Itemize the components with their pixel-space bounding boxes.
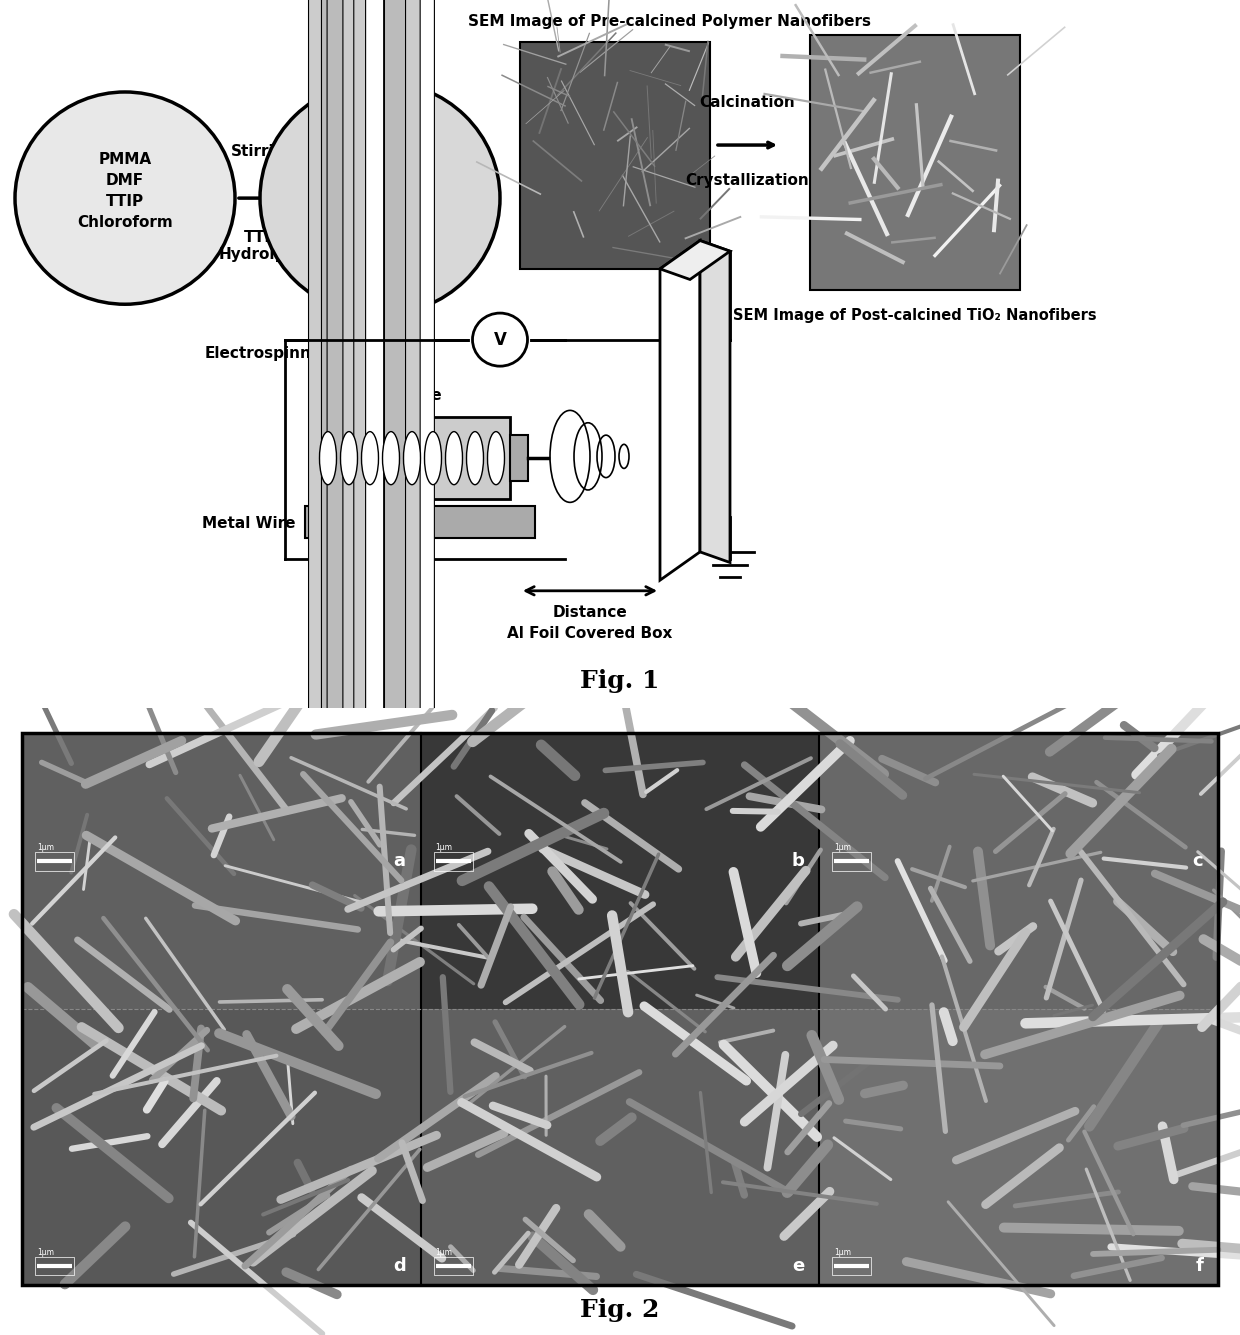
Text: a: a [393,852,405,870]
FancyBboxPatch shape [305,506,534,538]
Ellipse shape [466,431,484,485]
Text: Calcination: Calcination [699,95,795,109]
Ellipse shape [362,431,378,485]
Text: 1μm: 1μm [37,1248,55,1256]
Text: Fig. 2: Fig. 2 [580,1299,660,1323]
Ellipse shape [384,0,405,1335]
Text: e: e [792,1258,805,1275]
Ellipse shape [414,0,427,1335]
Ellipse shape [341,431,357,485]
FancyBboxPatch shape [510,435,528,481]
Ellipse shape [348,0,362,1335]
Ellipse shape [320,431,336,485]
Text: Sol - Gel: Sol - Gel [350,49,422,64]
FancyBboxPatch shape [820,1009,1218,1284]
FancyBboxPatch shape [420,733,820,1009]
Ellipse shape [353,0,366,1335]
Polygon shape [660,240,701,581]
FancyBboxPatch shape [420,1009,820,1284]
Ellipse shape [342,0,358,1335]
FancyBboxPatch shape [520,43,711,268]
FancyBboxPatch shape [22,1009,420,1284]
Ellipse shape [309,0,331,1335]
Text: Syringe: Syringe [377,388,443,403]
Ellipse shape [383,0,401,1335]
Ellipse shape [371,0,384,1335]
Text: Al Foil Covered Box: Al Foil Covered Box [507,626,672,641]
Ellipse shape [371,0,389,1335]
Ellipse shape [330,0,350,1335]
Ellipse shape [472,314,527,366]
Ellipse shape [322,0,337,1335]
Text: d: d [393,1258,405,1275]
Ellipse shape [403,431,420,485]
FancyBboxPatch shape [810,35,1021,290]
Text: Metal Wire: Metal Wire [201,517,295,531]
Text: b: b [791,852,805,870]
FancyBboxPatch shape [820,733,1218,1009]
Ellipse shape [260,81,500,315]
Text: 1μm: 1μm [435,842,453,852]
Text: 1μm: 1μm [835,1248,852,1256]
Text: 1μm: 1μm [37,842,55,852]
Ellipse shape [361,0,379,1335]
Text: c: c [1193,852,1203,870]
Text: SEM Image of Pre-calcined Polymer Nanofibers: SEM Image of Pre-calcined Polymer Nanofi… [469,15,872,29]
Ellipse shape [415,0,434,1335]
Ellipse shape [341,0,355,1335]
Ellipse shape [353,0,372,1335]
FancyBboxPatch shape [22,733,420,1009]
Ellipse shape [445,431,463,485]
FancyBboxPatch shape [22,733,1218,1284]
Ellipse shape [384,0,405,1335]
Polygon shape [660,240,730,279]
Text: Crystallization: Crystallization [686,174,808,188]
Text: 1μm: 1μm [435,1248,453,1256]
Text: Electrospinning: Electrospinning [205,346,339,362]
Text: V: V [494,331,506,348]
Text: 1μm: 1μm [835,842,852,852]
Text: TTIP
Hydrolysis: TTIP Hydrolysis [218,230,308,263]
Text: f: f [1195,1258,1203,1275]
Text: PMMA
DMF
TTIP
Chloroform: PMMA DMF TTIP Chloroform [77,152,172,230]
Text: Stirring: Stirring [231,144,295,159]
Ellipse shape [357,0,373,1335]
Ellipse shape [15,92,236,304]
Text: Distance: Distance [553,605,627,619]
Ellipse shape [327,0,343,1335]
Ellipse shape [383,0,397,1335]
Ellipse shape [366,0,384,1335]
FancyBboxPatch shape [310,418,510,499]
Ellipse shape [377,0,393,1335]
Ellipse shape [487,431,505,485]
Ellipse shape [309,0,321,1335]
Polygon shape [701,240,730,562]
Ellipse shape [399,0,420,1335]
Ellipse shape [382,431,399,485]
Text: SEM Image of Post-calcined TiO₂ Nanofibers: SEM Image of Post-calcined TiO₂ Nanofibe… [733,308,1097,323]
Ellipse shape [393,0,408,1335]
Ellipse shape [398,0,415,1335]
Ellipse shape [424,431,441,485]
Text: Fig. 1: Fig. 1 [580,669,660,693]
